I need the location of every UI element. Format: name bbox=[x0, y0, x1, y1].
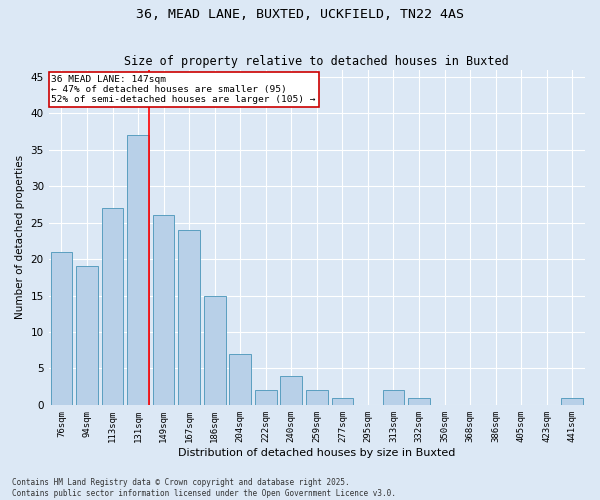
X-axis label: Distribution of detached houses by size in Buxted: Distribution of detached houses by size … bbox=[178, 448, 455, 458]
Bar bbox=[408, 398, 430, 405]
Bar bbox=[204, 296, 226, 405]
Y-axis label: Number of detached properties: Number of detached properties bbox=[15, 155, 25, 320]
Bar bbox=[178, 230, 200, 405]
Bar bbox=[255, 390, 277, 405]
Text: 36, MEAD LANE, BUXTED, UCKFIELD, TN22 4AS: 36, MEAD LANE, BUXTED, UCKFIELD, TN22 4A… bbox=[136, 8, 464, 20]
Bar bbox=[562, 398, 583, 405]
Bar bbox=[76, 266, 98, 405]
Bar bbox=[101, 208, 124, 405]
Bar bbox=[383, 390, 404, 405]
Text: 36 MEAD LANE: 147sqm
← 47% of detached houses are smaller (95)
52% of semi-detac: 36 MEAD LANE: 147sqm ← 47% of detached h… bbox=[52, 74, 316, 104]
Text: Contains HM Land Registry data © Crown copyright and database right 2025.
Contai: Contains HM Land Registry data © Crown c… bbox=[12, 478, 396, 498]
Bar bbox=[306, 390, 328, 405]
Bar bbox=[153, 216, 175, 405]
Bar bbox=[332, 398, 353, 405]
Bar bbox=[127, 135, 149, 405]
Bar bbox=[50, 252, 72, 405]
Title: Size of property relative to detached houses in Buxted: Size of property relative to detached ho… bbox=[124, 56, 509, 68]
Bar bbox=[280, 376, 302, 405]
Bar bbox=[229, 354, 251, 405]
